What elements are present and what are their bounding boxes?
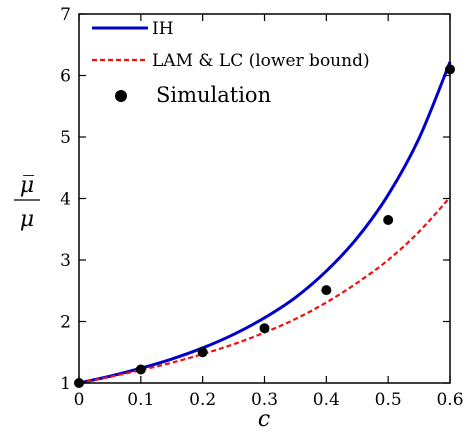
plot-lines <box>78 61 452 385</box>
y-tick-label: 5 <box>60 128 71 148</box>
y-tick-label: 7 <box>60 5 71 25</box>
x-tick-label: 0.6 <box>436 390 463 410</box>
ih-line <box>78 61 452 385</box>
y-axis-label-top: μ̅ <box>20 173 34 198</box>
y-tick-label: 4 <box>60 190 71 210</box>
legend-label: LAM & LC (lower bound) <box>152 51 370 71</box>
x-tick-label: 0.2 <box>189 390 216 410</box>
simulation-point <box>383 215 394 226</box>
x-tick-label: 0.3 <box>251 390 278 410</box>
simulation-point <box>197 347 208 358</box>
y-tick-label: 1 <box>60 374 71 394</box>
x-tick-label: 0 <box>74 390 85 410</box>
y-tick-label: 2 <box>60 313 71 333</box>
legend: IH LAM & LC (lower bound) Simulation <box>92 19 370 107</box>
x-tick-label: 0.5 <box>375 390 402 410</box>
y-axis-label-bottom: μ <box>20 207 34 232</box>
y-tick-label: 6 <box>60 67 71 87</box>
x-tick-label: 0.1 <box>127 390 154 410</box>
y-tick-label: 3 <box>60 251 71 271</box>
simulation-point <box>321 285 332 296</box>
y-axis-label: μ̅ μ <box>14 173 40 232</box>
legend-label: IH <box>152 19 174 39</box>
x-axis-label: c <box>258 407 270 432</box>
lower-bound-line <box>78 196 451 385</box>
simulation-point <box>259 323 270 334</box>
legend-label: Simulation <box>156 83 271 107</box>
x-tick-label: 0.4 <box>313 390 340 410</box>
plot-markers <box>74 64 455 388</box>
axis-ticks: 0 0.1 0.2 0.3 0.4 0.5 0.6 1 2 3 4 5 6 7 <box>60 5 463 410</box>
simulation-point <box>135 364 146 375</box>
legend-sample-simulation <box>115 90 127 102</box>
